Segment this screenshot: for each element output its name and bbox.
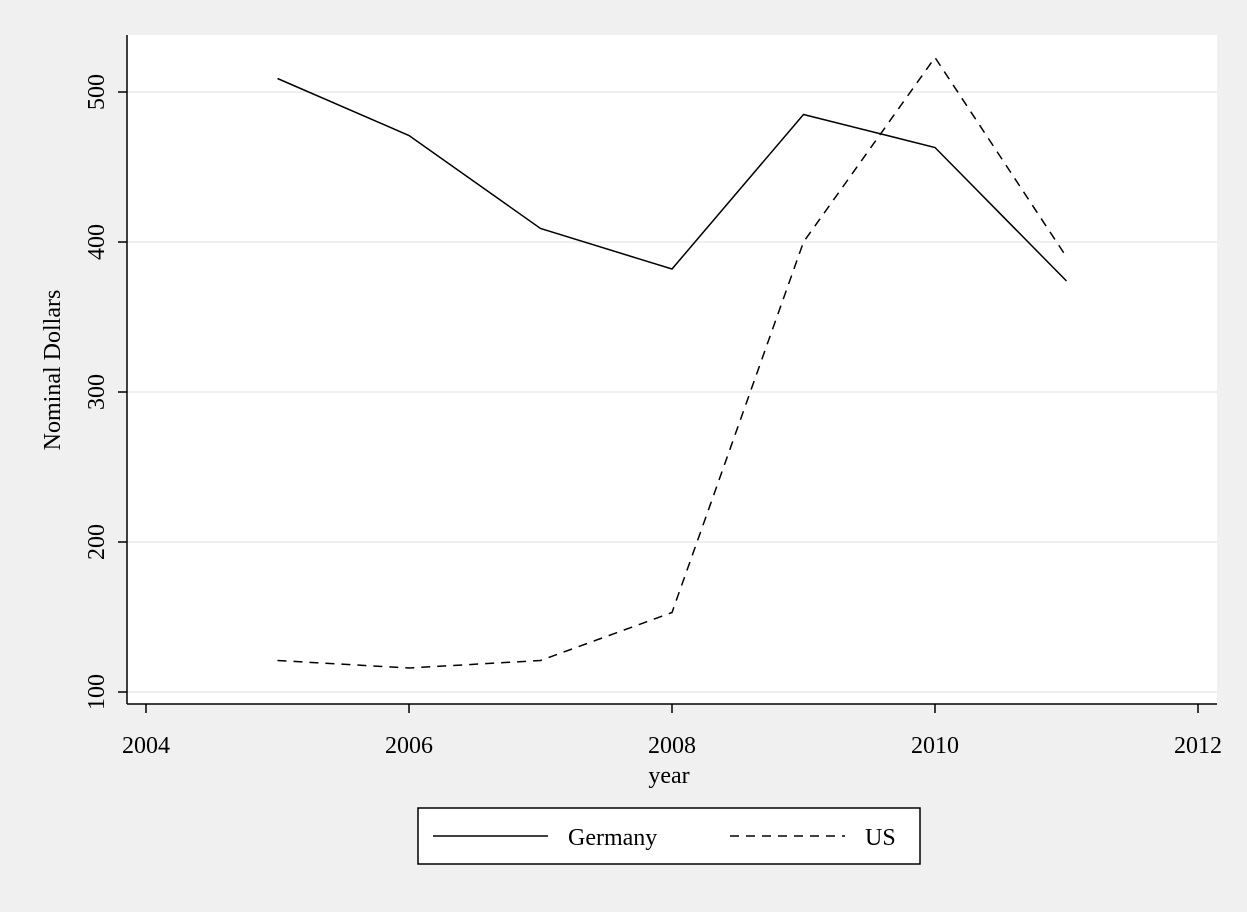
y-tick-label: 500 [84, 74, 110, 110]
y-tick-label: 400 [84, 224, 110, 260]
y-axis-ticks: 100 200 300 400 500 [84, 74, 127, 710]
y-axis-title: Nominal Dollars [40, 290, 66, 451]
series-line-us [277, 56, 1068, 669]
y-tick-label: 100 [84, 674, 110, 710]
legend-label-us: US [865, 825, 896, 851]
x-axis-ticks: 2004 2006 2008 2010 2012 [122, 704, 1222, 759]
x-tick-label: 2008 [648, 733, 696, 759]
x-tick-label: 2010 [911, 733, 959, 759]
legend-box [417, 807, 921, 865]
x-tick-label: 2012 [1174, 733, 1222, 759]
x-tick-label: 2004 [122, 733, 170, 759]
x-axis-title: year [648, 763, 689, 789]
series-group [277, 56, 1068, 669]
legend: Germany US [417, 807, 921, 865]
y-tick-label: 300 [84, 374, 110, 410]
series-line-germany [277, 77, 1068, 282]
plot-area [127, 35, 1217, 704]
x-tick-label: 2006 [385, 733, 433, 759]
y-tick-label: 200 [84, 524, 110, 560]
legend-label-germany: Germany [568, 825, 657, 851]
